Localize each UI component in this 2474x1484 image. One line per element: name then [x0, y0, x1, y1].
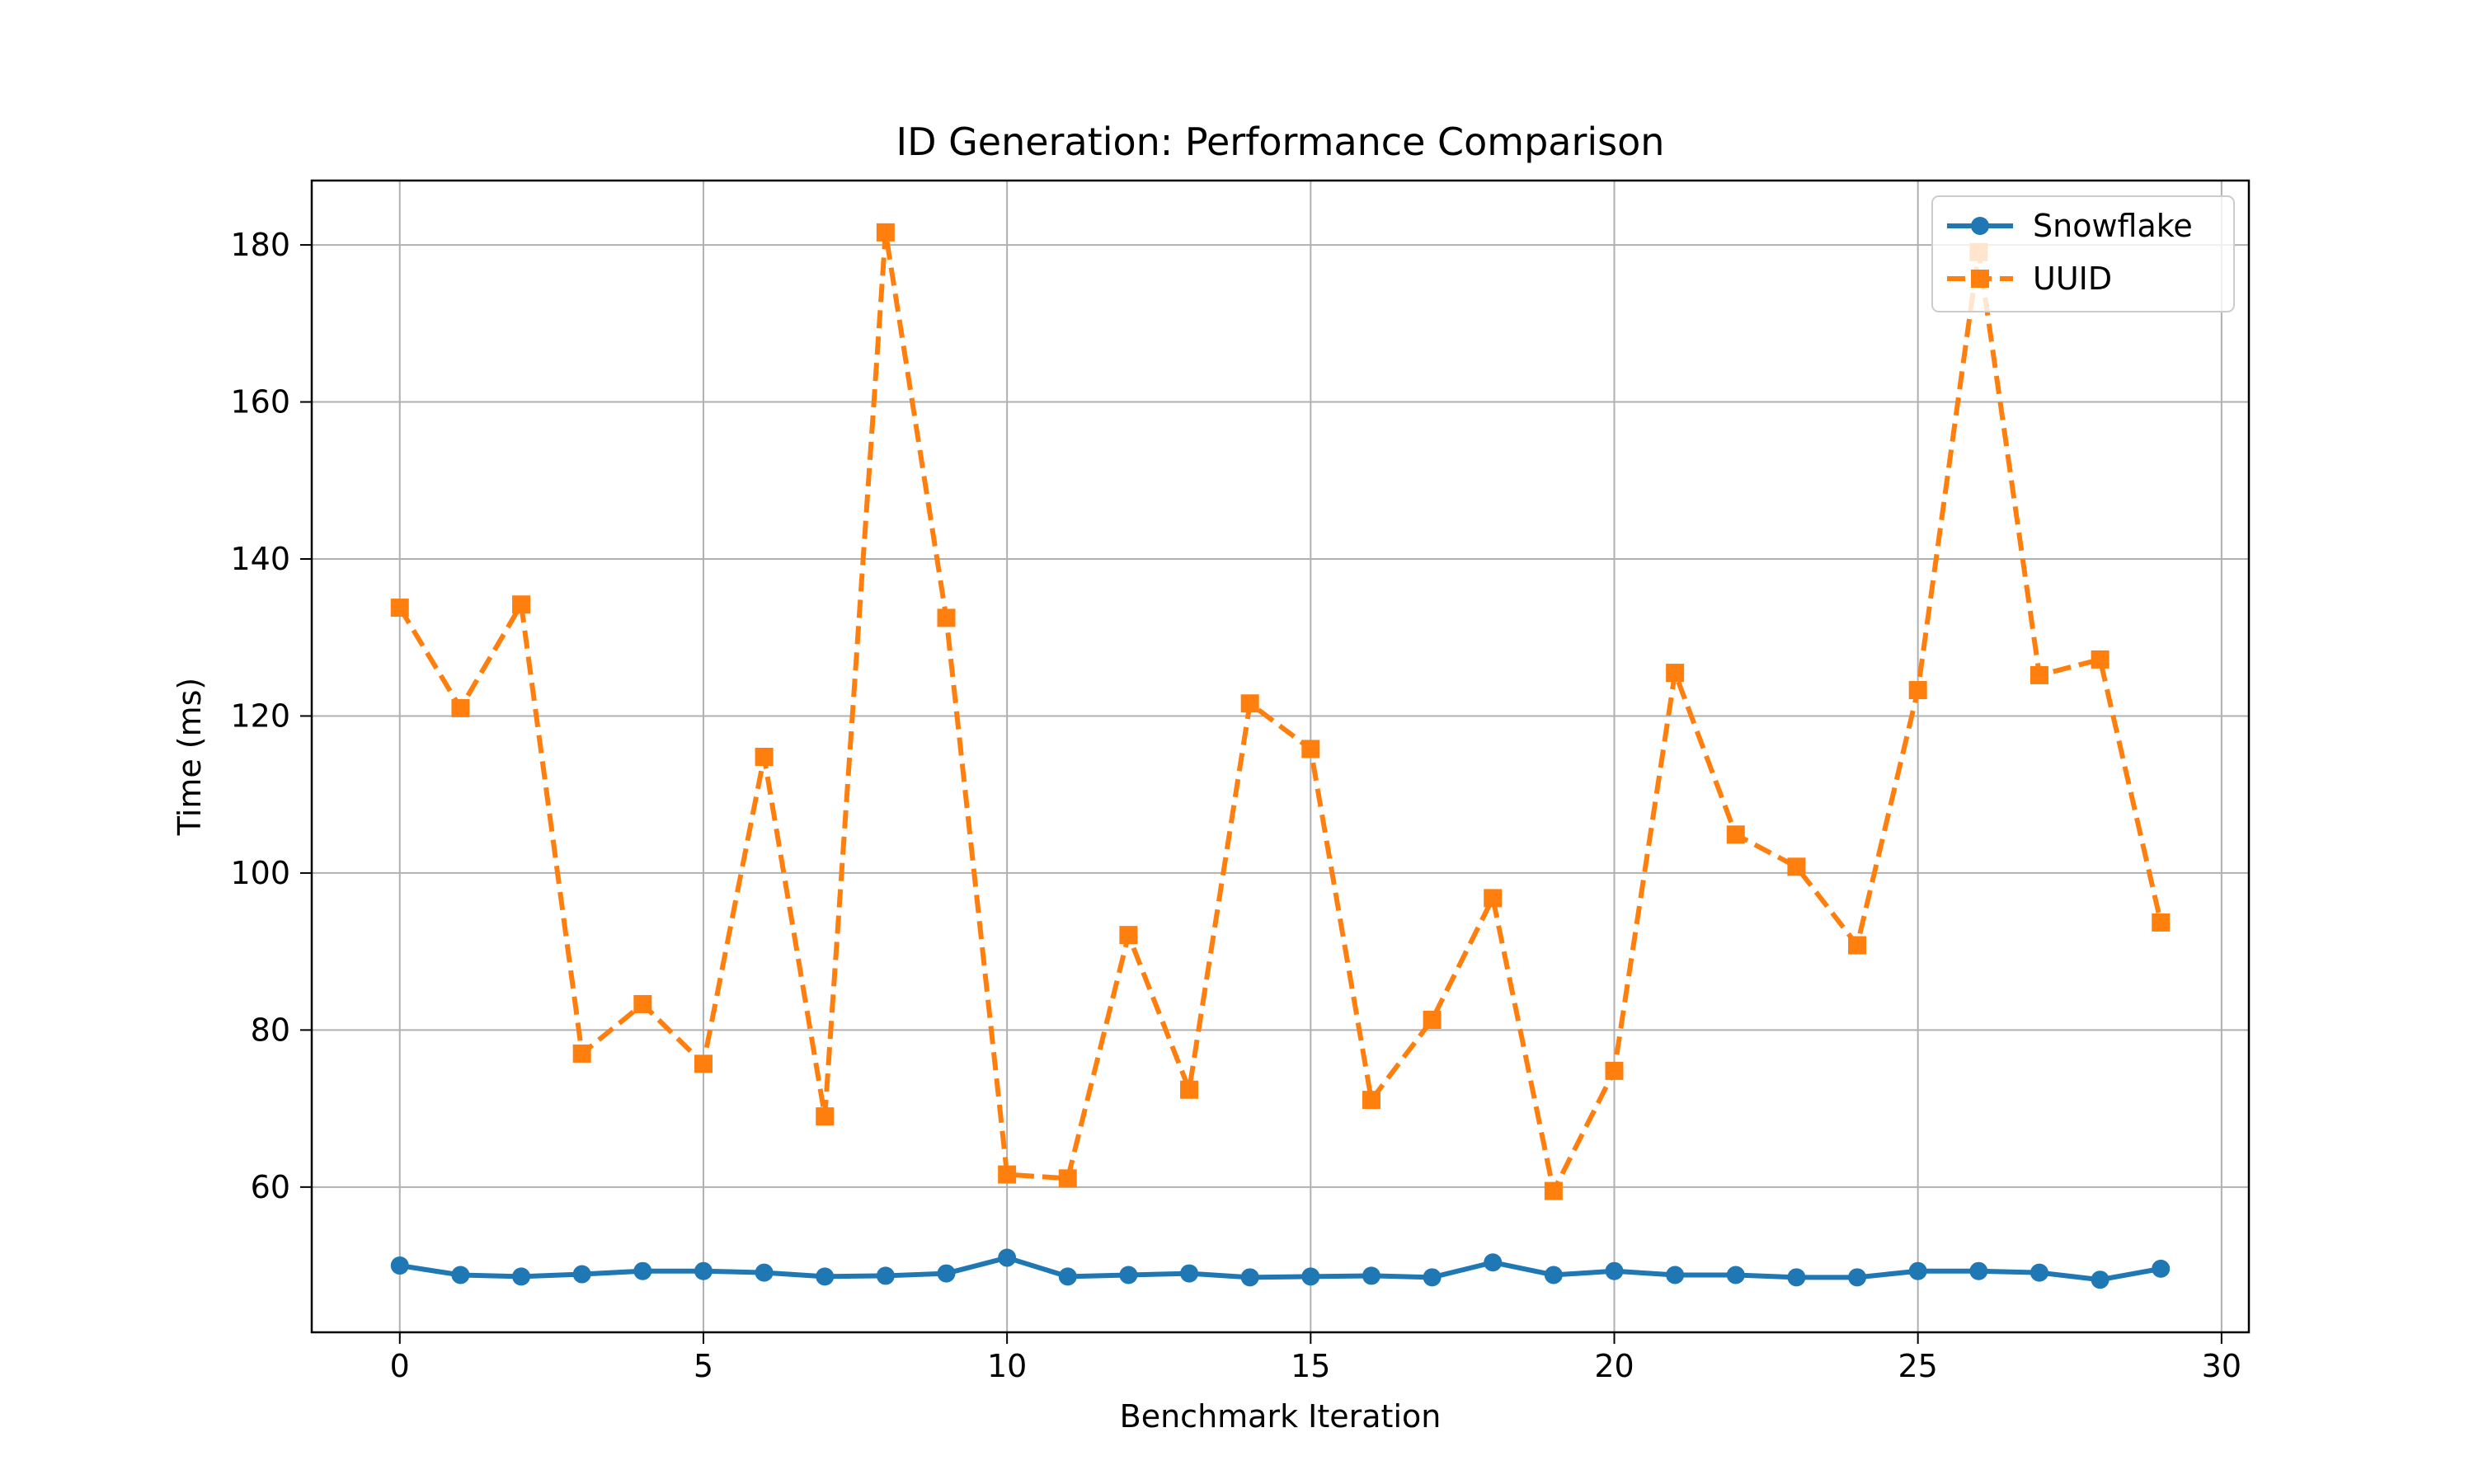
- series-snowflake: [390, 1248, 2171, 1289]
- data-point: [1544, 1266, 1563, 1284]
- data-point: [2030, 665, 2048, 684]
- series-line: [397, 229, 2164, 1194]
- series-group: [390, 223, 2171, 1289]
- legend-label: Snowflake: [2033, 208, 2193, 244]
- data-point: [1119, 926, 1138, 945]
- data-point: [2152, 1259, 2171, 1278]
- data-point: [1180, 1264, 1199, 1283]
- x-tick-label: 25: [1898, 1348, 1938, 1384]
- data-point: [2030, 1263, 2048, 1282]
- data-point: [633, 1261, 652, 1280]
- y-tick-label: 160: [230, 384, 290, 420]
- data-point: [1180, 1080, 1199, 1099]
- data-point: [1423, 1010, 1442, 1029]
- data-point: [1058, 1267, 1077, 1286]
- data-point: [755, 1263, 774, 1282]
- plot-area-frame: [310, 179, 2251, 1334]
- data-point: [451, 1266, 470, 1284]
- data-point: [2091, 650, 2109, 669]
- data-point: [1362, 1091, 1380, 1110]
- data-point: [1908, 1261, 1927, 1280]
- data-point: [1301, 740, 1320, 758]
- data-point: [512, 1267, 531, 1286]
- data-point: [572, 1265, 591, 1284]
- data-point: [2091, 1270, 2109, 1289]
- data-point: [1787, 857, 1806, 876]
- legend: Snowflake UUID: [1931, 195, 2235, 312]
- legend-item-snowflake: Snowflake: [1947, 208, 2193, 244]
- data-point: [694, 1261, 713, 1280]
- legend-item-uuid: UUID: [1947, 261, 2112, 297]
- data-point: [998, 1165, 1017, 1184]
- data-point: [390, 599, 409, 618]
- series-line: [399, 1255, 2161, 1283]
- data-point: [1666, 1266, 1685, 1284]
- data-point: [512, 595, 531, 614]
- data-point: [390, 1256, 409, 1275]
- data-point: [1301, 1267, 1320, 1286]
- data-point: [1666, 664, 1685, 683]
- y-tick-label: 140: [230, 541, 290, 577]
- data-point: [1240, 694, 1259, 713]
- data-point: [1484, 889, 1503, 908]
- x-tick-label: 5: [694, 1348, 713, 1384]
- chart-title: ID Generation: Performance Comparison: [896, 120, 1665, 164]
- data-point: [937, 608, 956, 627]
- data-point: [1969, 1261, 1988, 1280]
- x-tick-label: 30: [2202, 1348, 2241, 1384]
- data-point: [1605, 1261, 1624, 1280]
- data-point: [572, 1044, 591, 1063]
- data-point: [1423, 1268, 1442, 1287]
- x-tick-label: 10: [987, 1348, 1027, 1384]
- data-point: [1848, 936, 1867, 955]
- data-point: [998, 1248, 1017, 1267]
- x-tick-label: 0: [390, 1348, 410, 1384]
- data-point: [451, 698, 470, 717]
- y-tick-label: 60: [251, 1169, 290, 1205]
- grid: [312, 181, 2249, 1332]
- data-point: [1848, 1268, 1867, 1287]
- data-point: [937, 1264, 956, 1283]
- data-point: [1240, 1268, 1259, 1287]
- y-axis-label: Time (ms): [172, 678, 208, 837]
- data-point: [1605, 1061, 1624, 1080]
- series-uuid: [390, 223, 2171, 1200]
- data-point: [1544, 1181, 1563, 1200]
- data-point: [1787, 1268, 1806, 1287]
- data-point: [1119, 1266, 1138, 1284]
- data-point: [816, 1107, 835, 1126]
- y-tick-label: 180: [230, 227, 290, 263]
- axis-ticks: 0 5 10 15 20 25 30 60 80 100 120 140 160 180: [230, 227, 2241, 1384]
- y-tick-label: 80: [251, 1012, 290, 1048]
- data-point: [1726, 825, 1745, 844]
- data-point: [1726, 1266, 1745, 1284]
- data-point: [876, 1266, 895, 1285]
- x-tick-label: 20: [1594, 1348, 1634, 1384]
- y-tick-label: 100: [230, 855, 290, 891]
- data-point: [1908, 681, 1927, 700]
- data-point: [2152, 913, 2171, 932]
- x-axis-label: Benchmark Iteration: [1120, 1398, 1442, 1435]
- data-point: [876, 223, 895, 242]
- data-point: [816, 1267, 835, 1286]
- data-point: [694, 1054, 713, 1073]
- legend-label: UUID: [2033, 261, 2112, 297]
- legend-marker: [1971, 217, 1989, 235]
- y-tick-label: 120: [230, 697, 290, 734]
- legend-marker: [1971, 270, 1989, 288]
- data-point: [755, 747, 774, 766]
- data-point: [1362, 1266, 1380, 1285]
- x-tick-label: 15: [1291, 1348, 1330, 1384]
- data-point: [633, 994, 652, 1013]
- data-point: [1484, 1253, 1503, 1272]
- data-point: [1058, 1169, 1077, 1188]
